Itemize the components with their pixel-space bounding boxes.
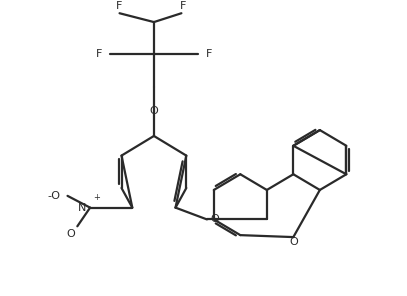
Text: O: O <box>66 229 75 239</box>
Text: O: O <box>149 107 158 116</box>
Text: F: F <box>116 1 123 11</box>
Text: N: N <box>78 203 86 213</box>
Text: F: F <box>96 49 102 59</box>
Text: F: F <box>180 1 186 11</box>
Text: +: + <box>93 193 100 202</box>
Text: O: O <box>211 214 220 224</box>
Text: F: F <box>206 49 212 59</box>
Text: O: O <box>289 237 298 247</box>
Text: -O: -O <box>48 191 61 201</box>
